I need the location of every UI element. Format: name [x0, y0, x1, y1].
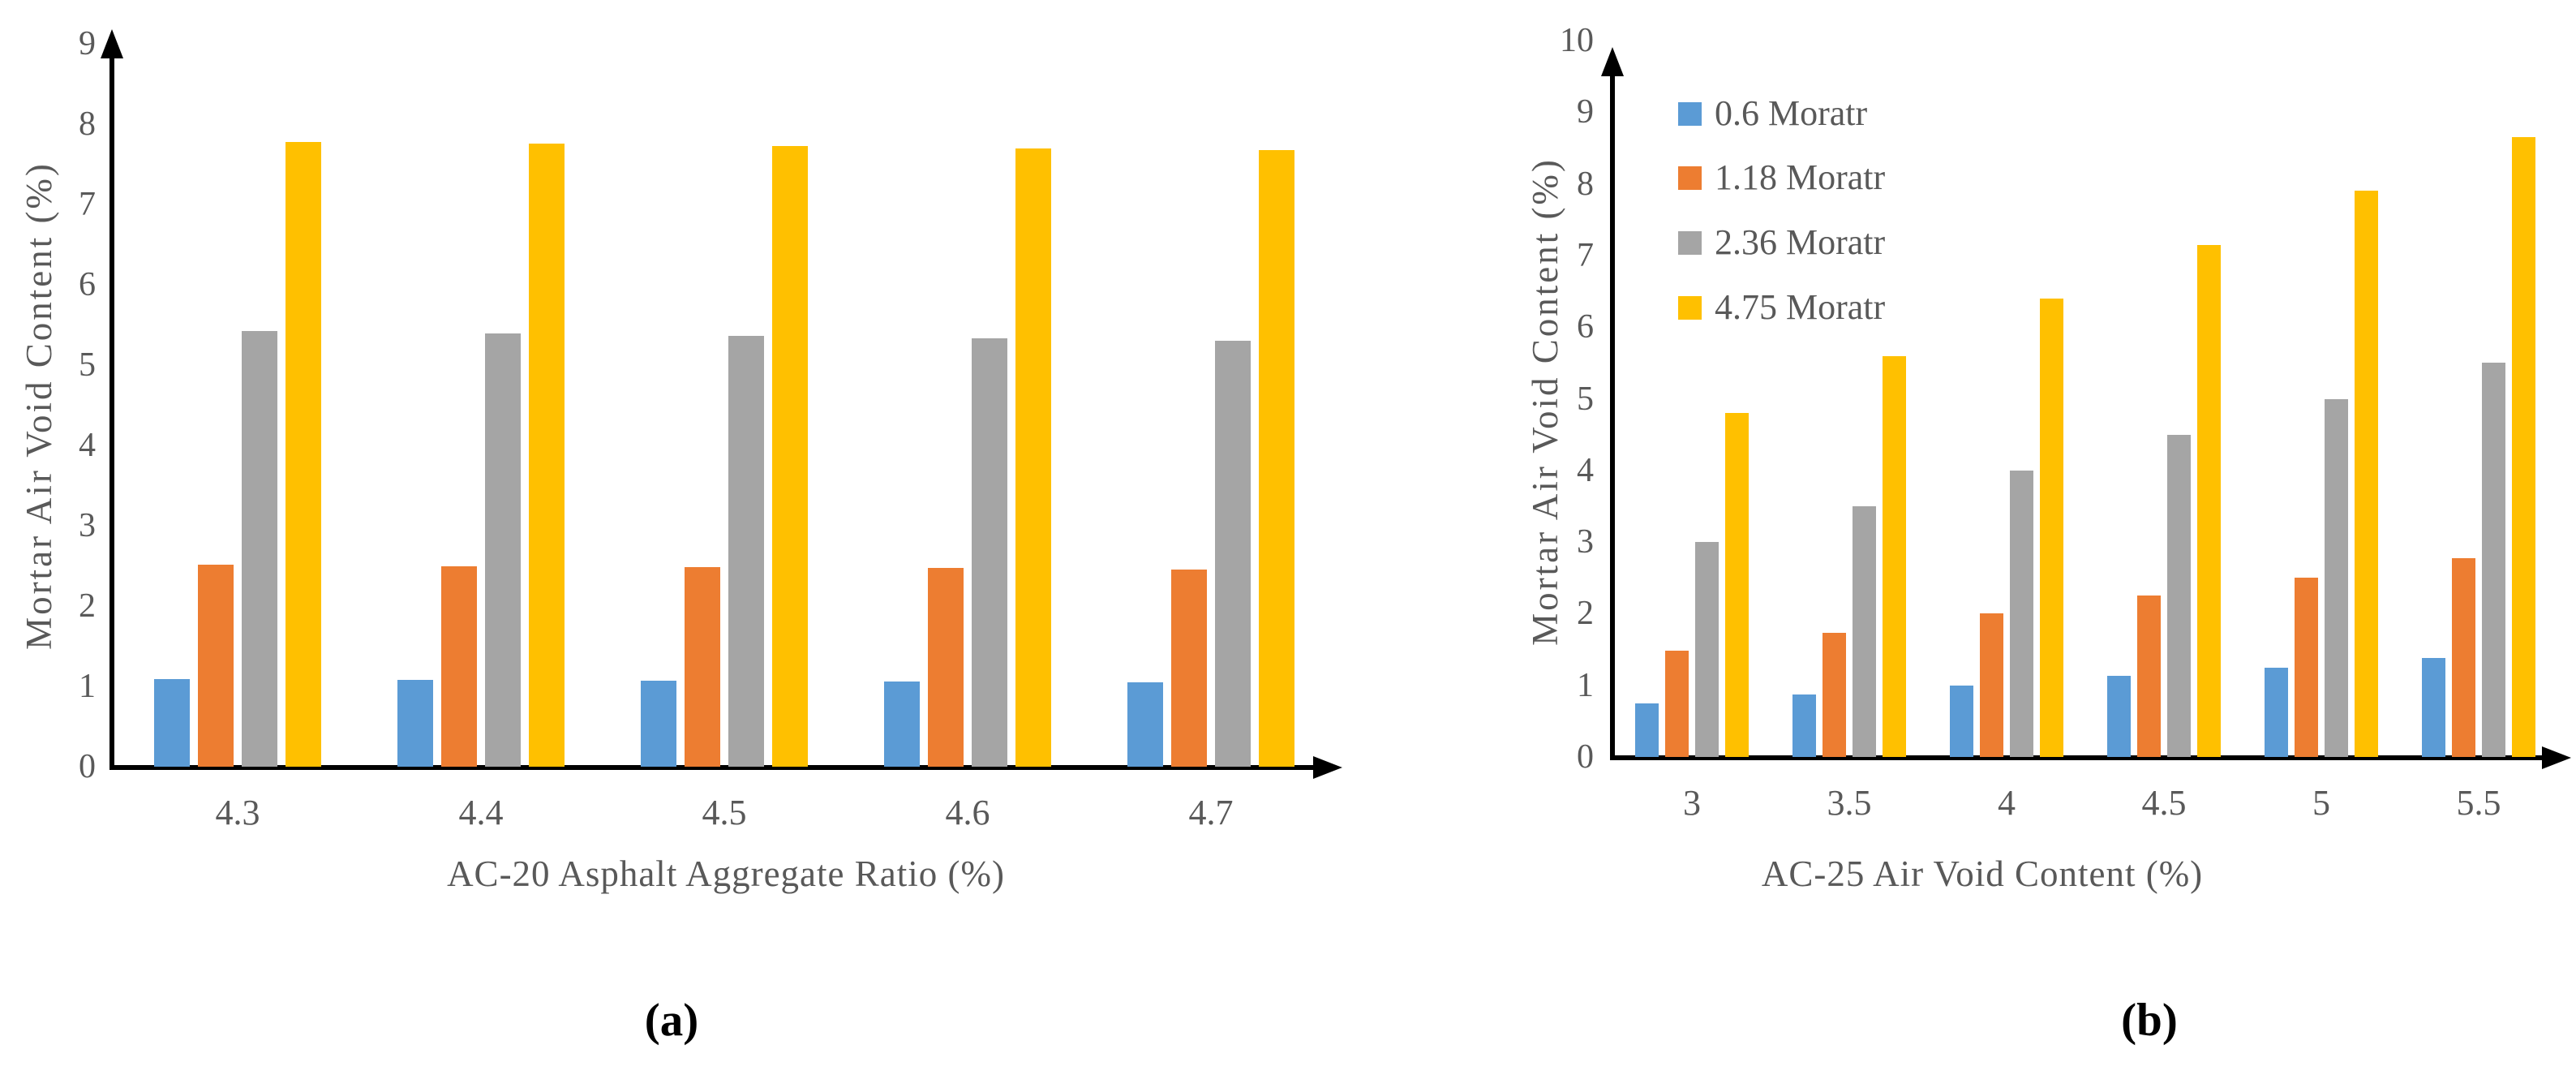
bar-2.36-moratr-3 — [1695, 542, 1719, 757]
bar-4.75-moratr-5 — [2355, 191, 2378, 757]
bar-2.36-moratr-5 — [2325, 398, 2348, 757]
x-axis-line — [1610, 755, 2547, 760]
x-tick-label: 4.3 — [215, 793, 260, 832]
y-tick-label: 0 — [1577, 738, 1594, 776]
bar-0.6-moratr-5.5 — [2422, 658, 2445, 757]
y-tick-label: 6 — [79, 266, 96, 303]
x-tick-label: 4.5 — [702, 793, 747, 832]
bar-2.36-moratr-4.5 — [728, 336, 764, 767]
y-axis-line — [109, 52, 114, 769]
bar-plot-a: 0 1 2 3 4 5 6 7 8 9 4.3 4.4 4.5 4.6 4.7 — [79, 25, 1342, 832]
y-tick-label: 9 — [79, 25, 96, 62]
y-tick-label: 8 — [1577, 165, 1594, 203]
bar-2.36-moratr-4.6 — [972, 338, 1007, 767]
bar-0.6-moratr-4.5 — [2107, 676, 2131, 757]
y-tick-label: 2 — [1577, 595, 1594, 633]
bar-4.75-moratr-4.3 — [286, 141, 321, 767]
y-tick-label: 10 — [1560, 22, 1594, 59]
bar-4.75-moratr-4.4 — [529, 143, 565, 767]
bar-1.18-moratr-5 — [2295, 578, 2318, 757]
bar-1.18-moratr-4.5 — [685, 567, 720, 767]
y-tick-label: 0 — [79, 748, 96, 785]
x-tick-label: 5 — [2312, 783, 2330, 823]
y-axis-title-a: Mortar Air Void Content (%) — [19, 161, 59, 650]
bar-4.75-moratr-4 — [2040, 298, 2063, 757]
y-tick-label: 8 — [79, 105, 96, 143]
y-tick-label: 3 — [79, 507, 96, 544]
chart-panel-a: 0 1 2 3 4 5 6 7 8 9 4.3 4.4 4.5 4.6 4.7 Mortar Air Voi… — [19, 25, 1342, 1046]
bar-4.75-moratr-4.5 — [772, 145, 808, 767]
x-axis-line — [109, 765, 1318, 770]
bar-4.75-moratr-4.5 — [2197, 244, 2221, 757]
y-tick-label: 7 — [1577, 236, 1594, 274]
y-tick-label: 5 — [79, 346, 96, 384]
bar-0.6-moratr-4.5 — [641, 681, 676, 767]
bar-0.6-moratr-3 — [1635, 703, 1659, 757]
bar-1.18-moratr-4 — [1980, 613, 2003, 757]
y-tick-label: 6 — [1577, 308, 1594, 346]
bar-0.6-moratr-4 — [1950, 685, 1973, 757]
bar-0.6-moratr-4.6 — [884, 682, 920, 767]
bar-2.36-moratr-4 — [2010, 470, 2033, 757]
y-axis-arrow-icon — [101, 29, 123, 58]
y-tick-label: 1 — [1577, 666, 1594, 704]
bar-0.6-moratr-4.7 — [1127, 682, 1163, 767]
x-axis-title-a: AC-20 Asphalt Aggregate Ratio (%) — [447, 854, 1005, 894]
bar-0.6-moratr-4.4 — [397, 680, 433, 767]
bar-1.18-moratr-4.3 — [198, 564, 234, 767]
bar-4.75-moratr-4.7 — [1259, 149, 1294, 767]
y-tick-label: 7 — [79, 186, 96, 223]
bar-1.18-moratr-4.4 — [441, 565, 477, 767]
x-tick-label: 3.5 — [1827, 783, 1872, 823]
bar-2.36-moratr-4.4 — [485, 333, 521, 767]
bar-2.36-moratr-4.3 — [242, 331, 277, 767]
bar-1.18-moratr-4.5 — [2137, 596, 2161, 757]
x-tick-label: 4.6 — [945, 793, 990, 832]
bar-2.36-moratr-4.7 — [1215, 341, 1251, 767]
y-tick-label: 2 — [79, 587, 96, 625]
bar-1.18-moratr-4.7 — [1171, 570, 1207, 767]
bar-4.75-moratr-3 — [1725, 413, 1749, 757]
bar-2.36-moratr-4.5 — [2167, 434, 2191, 757]
bar-plot-b: 0 1 2 3 4 5 6 7 8 9 10 3 3.5 4 4.5 5 5.5 — [1419, 0, 2576, 1075]
x-tick-label: 4.5 — [2141, 783, 2187, 823]
bar-1.18-moratr-4.6 — [928, 568, 964, 767]
chart-panel-b: 0 1 2 3 4 5 6 7 8 9 10 3 3.5 4 4.5 5 5.5 0.6 Moratr 1.18 … — [1419, 0, 2576, 1075]
bar-4.75-moratr-3.5 — [1883, 355, 1906, 757]
y-axis-line — [1610, 70, 1615, 759]
x-tick-label: 4.4 — [458, 793, 504, 832]
caption-a: (a) — [644, 995, 699, 1046]
bar-4.75-moratr-4.6 — [1015, 148, 1051, 767]
x-axis-arrow-icon — [1313, 756, 1342, 779]
bar-0.6-moratr-3.5 — [1792, 694, 1816, 757]
x-tick-label: 3 — [1683, 783, 1701, 823]
y-tick-label: 3 — [1577, 523, 1594, 561]
bar-2.36-moratr-5.5 — [2482, 363, 2505, 757]
y-tick-label: 4 — [1577, 451, 1594, 489]
bar-0.6-moratr-4.3 — [154, 679, 190, 767]
y-tick-label: 4 — [79, 427, 96, 464]
bar-1.18-moratr-3.5 — [1823, 633, 1846, 757]
y-tick-label: 5 — [1577, 380, 1594, 418]
bar-0.6-moratr-5 — [2265, 667, 2288, 757]
bar-1.18-moratr-5.5 — [2452, 558, 2475, 757]
y-axis-arrow-icon — [1601, 47, 1624, 76]
bar-2.36-moratr-3.5 — [1853, 505, 1876, 757]
x-tick-label: 4 — [1998, 783, 2016, 823]
bar-4.75-moratr-5.5 — [2512, 137, 2535, 757]
y-tick-label: 1 — [79, 668, 96, 705]
y-tick-label: 9 — [1577, 93, 1594, 131]
x-tick-label: 4.7 — [1188, 793, 1234, 832]
y-axis-title-b: Mortar Air Void Content (%) — [1525, 157, 1565, 646]
x-axis-arrow-icon — [2542, 746, 2571, 769]
caption-b: (b) — [2121, 995, 2178, 1046]
x-tick-label: 5.5 — [2456, 783, 2501, 823]
x-axis-title-b: AC-25 Air Void Content (%) — [1761, 854, 2204, 894]
bar-1.18-moratr-3 — [1665, 651, 1689, 757]
